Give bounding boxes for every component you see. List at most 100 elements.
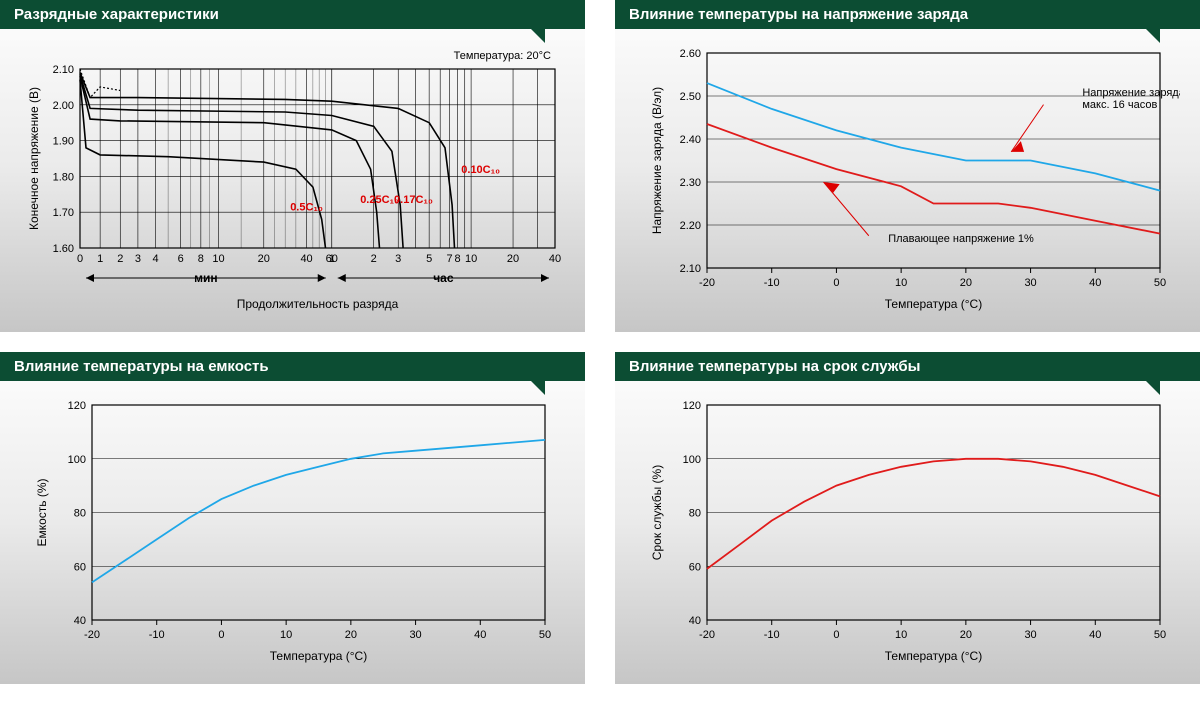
panel-discharge: Разрядные характеристики Температура: 20… [0, 0, 585, 332]
svg-text:40: 40 [474, 629, 486, 641]
svg-text:Температура (°C): Температура (°C) [885, 649, 982, 663]
svg-text:1: 1 [97, 253, 103, 265]
svg-text:7: 7 [446, 253, 452, 265]
svg-text:80: 80 [74, 508, 86, 520]
svg-text:1: 1 [329, 253, 335, 265]
title-text: Влияние температуры на напряжение заряда [629, 6, 968, 23]
panel-title: Влияние температуры на емкость [0, 352, 585, 381]
svg-text:50: 50 [539, 629, 551, 641]
svg-text:30: 30 [1024, 277, 1036, 289]
svg-text:40: 40 [689, 615, 701, 627]
svg-text:6: 6 [178, 253, 184, 265]
svg-text:20: 20 [960, 277, 972, 289]
svg-text:3: 3 [395, 253, 401, 265]
panel-title: Влияние температуры на напряжение заряда [615, 0, 1200, 29]
svg-text:-20: -20 [84, 629, 100, 641]
svg-text:40: 40 [300, 253, 312, 265]
svg-text:макс. 16 часов: макс. 16 часов [1082, 99, 1157, 111]
svg-text:0: 0 [77, 253, 83, 265]
svg-text:20: 20 [960, 629, 972, 641]
svg-text:5: 5 [426, 253, 432, 265]
svg-text:40: 40 [74, 615, 86, 627]
svg-text:10: 10 [280, 629, 292, 641]
svg-text:-10: -10 [764, 277, 780, 289]
svg-text:0.10C₁₀: 0.10C₁₀ [461, 164, 500, 176]
svg-text:Продолжительность разряда: Продолжительность разряда [237, 297, 399, 311]
svg-text:10: 10 [895, 277, 907, 289]
svg-text:2: 2 [371, 253, 377, 265]
svg-text:50: 50 [1154, 277, 1166, 289]
panel-lifetime: Влияние температуры на срок службы 40 60 8… [615, 352, 1200, 684]
panel-charge-voltage: Влияние температуры на напряжение заряда… [615, 0, 1200, 332]
svg-text:2.30: 2.30 [680, 177, 701, 189]
title-text: Влияние температуры на емкость [14, 358, 269, 375]
svg-text:30: 30 [409, 629, 421, 641]
svg-text:50: 50 [1154, 629, 1166, 641]
svg-text:60: 60 [689, 561, 701, 573]
panel-title: Влияние температуры на срок службы [615, 352, 1200, 381]
svg-text:10: 10 [212, 253, 224, 265]
svg-text:-20: -20 [699, 277, 715, 289]
svg-text:100: 100 [683, 454, 701, 466]
svg-text:Конечное напряжение (В): Конечное напряжение (В) [27, 87, 41, 230]
svg-text:0: 0 [218, 629, 224, 641]
svg-text:2.40: 2.40 [680, 134, 701, 146]
svg-text:120: 120 [68, 400, 86, 412]
svg-text:30: 30 [1024, 629, 1036, 641]
svg-text:40: 40 [1089, 277, 1101, 289]
svg-text:1.90: 1.90 [53, 136, 74, 148]
svg-text:Температура (°C): Температура (°C) [885, 297, 982, 311]
title-text: Разрядные характеристики [14, 6, 219, 23]
svg-text:20: 20 [345, 629, 357, 641]
svg-text:Температура (°C): Температура (°C) [270, 649, 367, 663]
svg-text:10: 10 [465, 253, 477, 265]
svg-text:0: 0 [833, 277, 839, 289]
svg-text:20: 20 [258, 253, 270, 265]
svg-text:0.5C₁₀: 0.5C₁₀ [290, 201, 323, 213]
discharge-svg: Температура: 20°C 1.60 1.70 1.80 1.90 2.00 2.1… [20, 39, 565, 314]
charge-voltage-svg: 2.10 2.20 2.30 2.40 2.50 2.60 -20 -10 0 10 20 30 40 5… [635, 39, 1180, 314]
svg-text:2.10: 2.10 [53, 64, 74, 76]
svg-text:4: 4 [152, 253, 158, 265]
svg-text:60: 60 [74, 561, 86, 573]
svg-text:Температура: 20°C: Температура: 20°C [454, 50, 551, 62]
chart-discharge: Температура: 20°C 1.60 1.70 1.80 1.90 2.00 2.1… [20, 39, 565, 314]
panel-title: Разрядные характеристики [0, 0, 585, 29]
chart-lifetime: 406080100120-20-1001020304050Температура… [635, 391, 1180, 666]
svg-text:0.17C₁₀: 0.17C₁₀ [394, 194, 433, 206]
svg-text:-20: -20 [699, 629, 715, 641]
chart-capacity: 40 60 80 100 120 -20 -10 0 10 20 30 40 50 Температура… [20, 391, 565, 666]
svg-text:1.80: 1.80 [53, 171, 74, 183]
svg-text:2.20: 2.20 [680, 220, 701, 232]
svg-text:-10: -10 [149, 629, 165, 641]
svg-text:Срок службы (%): Срок службы (%) [650, 465, 664, 560]
svg-text:20: 20 [507, 253, 519, 265]
svg-text:3: 3 [135, 253, 141, 265]
svg-text:8: 8 [198, 253, 204, 265]
capacity-svg: 40 60 80 100 120 -20 -10 0 10 20 30 40 50 Температура… [20, 391, 565, 666]
title-text: Влияние температуры на срок службы [629, 358, 920, 375]
svg-text:мин: мин [194, 271, 218, 285]
svg-text:100: 100 [68, 454, 86, 466]
svg-text:10: 10 [895, 629, 907, 641]
chart-charge-voltage: 2.10 2.20 2.30 2.40 2.50 2.60 -20 -10 0 10 20 30 40 5… [635, 39, 1180, 314]
svg-text:120: 120 [683, 400, 701, 412]
svg-text:Плавающее напряжение 1%: Плавающее напряжение 1% [888, 233, 1034, 245]
lifetime-svg: 406080100120-20-1001020304050Температура… [635, 391, 1180, 666]
svg-text:Напряжение заряда (В/эл): Напряжение заряда (В/эл) [650, 87, 664, 234]
svg-text:40: 40 [549, 253, 561, 265]
svg-text:8: 8 [455, 253, 461, 265]
svg-text:40: 40 [1089, 629, 1101, 641]
svg-text:2.50: 2.50 [680, 91, 701, 103]
svg-text:2.00: 2.00 [53, 100, 74, 112]
svg-text:1.60: 1.60 [53, 243, 74, 255]
svg-text:-10: -10 [764, 629, 780, 641]
svg-text:80: 80 [689, 508, 701, 520]
svg-text:2.60: 2.60 [680, 48, 701, 60]
svg-text:час: час [433, 271, 454, 285]
svg-text:2.10: 2.10 [680, 263, 701, 275]
svg-text:Напряжение заряда: Напряжение заряда [1082, 87, 1180, 99]
svg-text:Емкость (%): Емкость (%) [35, 478, 49, 546]
panel-capacity: Влияние температуры на емкость 406080100… [0, 352, 585, 684]
svg-text:1.70: 1.70 [53, 207, 74, 219]
